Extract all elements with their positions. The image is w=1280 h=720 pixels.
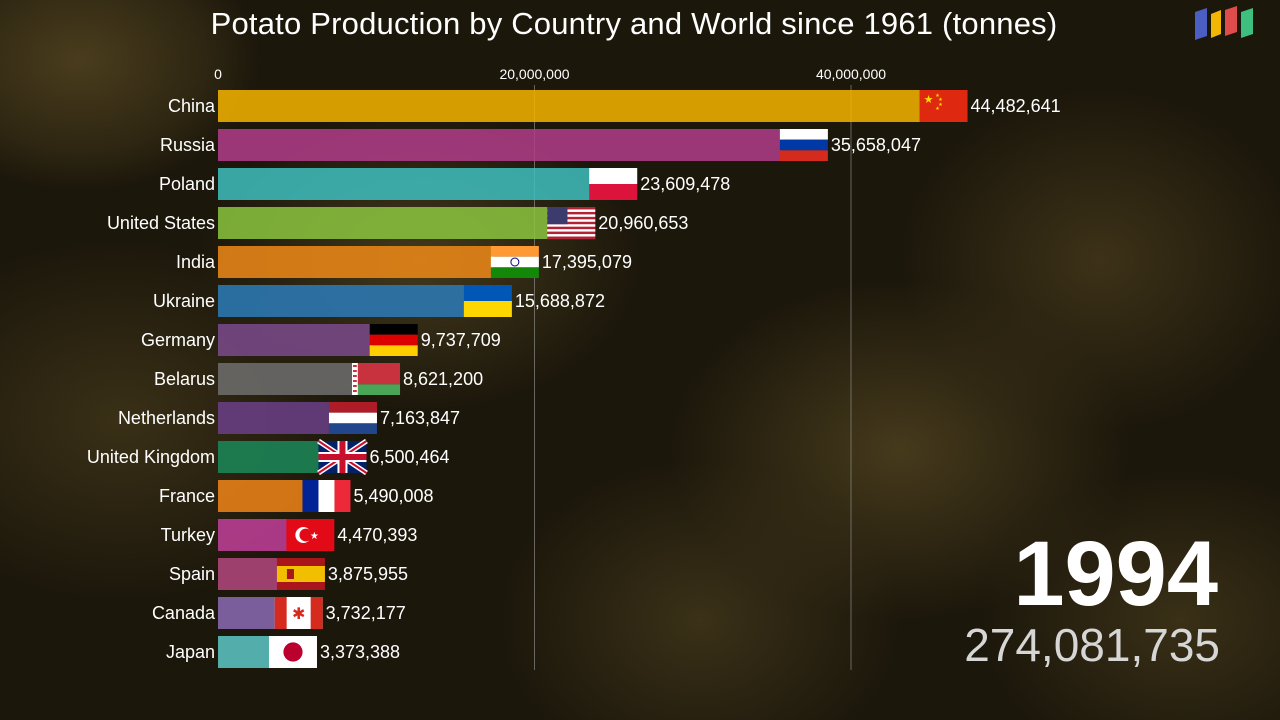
country-label: Ukraine: [153, 291, 215, 311]
value-label: 5,490,008: [353, 486, 433, 506]
world-total: 274,081,735: [964, 619, 1220, 671]
uk-flag-icon: [317, 438, 368, 476]
bar: [218, 402, 332, 434]
country-label: Turkey: [161, 525, 215, 545]
spain-flag-icon: [276, 558, 325, 590]
channel-logo-icon: [1195, 6, 1253, 40]
bar: [218, 480, 305, 512]
country-label: Canada: [152, 603, 216, 623]
country-label: China: [168, 96, 216, 116]
svg-text:★: ★: [935, 106, 940, 112]
value-label: 17,395,079: [542, 252, 632, 272]
bar: [218, 558, 280, 590]
value-label: 7,163,847: [380, 408, 460, 428]
china-flag-icon: ★ ★★★★: [919, 90, 968, 122]
ukraine-flag-icon: [463, 285, 512, 317]
value-label: 8,621,200: [403, 369, 483, 389]
russia-flag-icon: [779, 129, 828, 161]
country-label: Poland: [159, 174, 215, 194]
country-label: Spain: [169, 564, 215, 584]
country-label: France: [159, 486, 215, 506]
country-label: India: [176, 252, 216, 272]
bar: [218, 207, 550, 239]
svg-text:✱: ✱: [292, 604, 305, 623]
value-label: 3,373,388: [320, 642, 400, 662]
bar: [218, 636, 272, 668]
turkey-flag-icon: ★: [286, 519, 335, 551]
france-flag-icon: [302, 480, 351, 512]
svg-text:★: ★: [938, 97, 943, 103]
value-label: 9,737,709: [421, 330, 501, 350]
bar: [218, 129, 783, 161]
bar: [218, 363, 355, 395]
svg-text:★: ★: [935, 93, 940, 99]
country-label: Germany: [141, 330, 215, 350]
bar: [218, 168, 592, 200]
bar: [218, 246, 494, 278]
value-label: 3,875,955: [328, 564, 408, 584]
svg-text:★: ★: [924, 93, 934, 106]
x-tick-label: 0: [214, 66, 222, 82]
value-label: 35,658,047: [831, 135, 921, 155]
value-label: 15,688,872: [515, 291, 605, 311]
germany-flag-icon: [369, 324, 418, 356]
value-label: 23,609,478: [640, 174, 730, 194]
bar: [218, 90, 922, 122]
country-label: Japan: [166, 642, 215, 662]
country-label: Netherlands: [118, 408, 215, 428]
japan-flag-icon: [268, 636, 317, 668]
india-flag-icon: [490, 246, 539, 278]
year-counter: 1994: [1013, 523, 1218, 625]
bar: [218, 324, 373, 356]
country-label: United States: [107, 213, 215, 233]
svg-text:★: ★: [310, 531, 319, 542]
bar: [218, 441, 321, 473]
x-tick-label: 20,000,000: [499, 66, 569, 82]
value-label: 6,500,464: [369, 447, 449, 467]
netherlands-flag-icon: [328, 402, 377, 434]
value-label: 3,732,177: [326, 603, 406, 623]
canada-flag-icon: ✱: [274, 597, 323, 629]
country-label: Russia: [160, 135, 216, 155]
value-label: 44,482,641: [971, 96, 1061, 116]
usa-flag-icon: [547, 207, 596, 240]
country-label: United Kingdom: [87, 447, 215, 467]
bar: [218, 519, 289, 551]
value-label: 20,960,653: [598, 213, 688, 233]
belarus-flag-icon: [352, 363, 401, 395]
bar: [218, 597, 278, 629]
bar: [218, 285, 467, 317]
x-tick-label: 40,000,000: [816, 66, 886, 82]
country-label: Belarus: [154, 369, 215, 389]
poland-flag-icon: [589, 168, 638, 200]
svg-text:★: ★: [938, 102, 943, 108]
value-label: 4,470,393: [337, 525, 417, 545]
chart-title: Potato Production by Country and World s…: [210, 6, 1058, 41]
